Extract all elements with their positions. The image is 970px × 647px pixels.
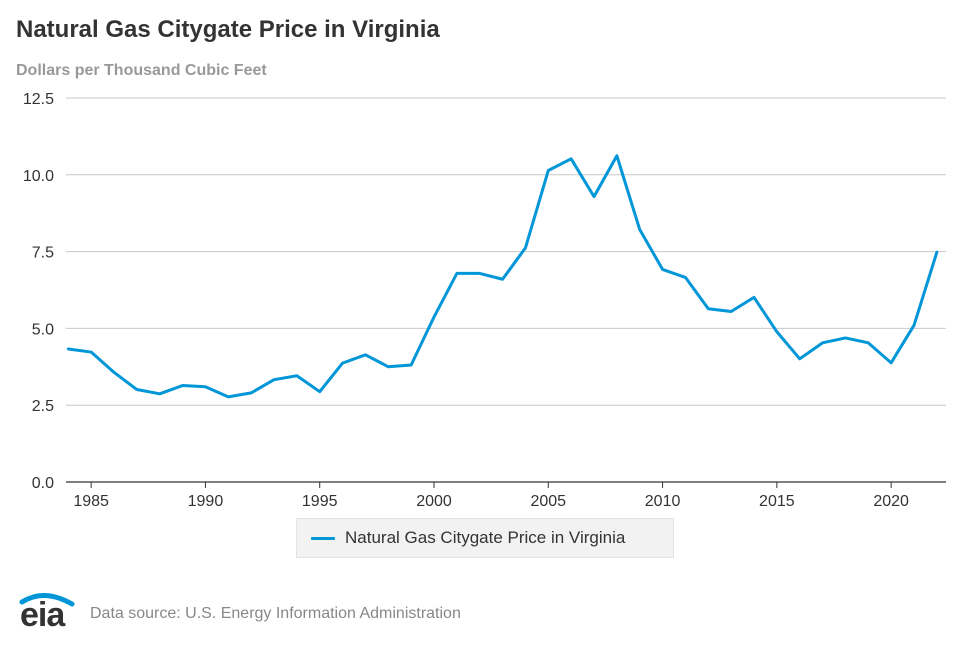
eia-logo: eia — [18, 592, 76, 636]
x-tick-label: 1985 — [73, 493, 109, 510]
chart-subtitle: Dollars per Thousand Cubic Feet — [16, 62, 267, 79]
x-tick-label: 1995 — [302, 493, 338, 510]
footer: eia Data source: U.S. Energy Information… — [18, 592, 461, 636]
x-tick-label: 1990 — [188, 493, 224, 510]
axes: 0.0 2.5 5.0 7.5 10.0 12.5 1985 1990 1995 2000 2005… — [23, 91, 946, 510]
y-tick-label: 5.0 — [32, 321, 54, 338]
x-tick-label: 2005 — [530, 493, 566, 510]
legend: Natural Gas Citygate Price in Virginia — [296, 518, 674, 558]
series-layer — [66, 154, 939, 399]
x-tick-label: 2010 — [645, 493, 681, 510]
y-tick-label: 10.0 — [23, 168, 54, 185]
x-tick-label: 2020 — [873, 493, 909, 510]
y-tick-label: 7.5 — [32, 245, 54, 262]
data-source: Data source: U.S. Energy Information Adm… — [90, 605, 461, 622]
legend-label: Natural Gas Citygate Price in Virginia — [345, 528, 626, 547]
chart-title: Natural Gas Citygate Price in Virginia — [16, 16, 440, 43]
y-tick-label: 12.5 — [23, 91, 54, 108]
eia-logo-text: eia — [20, 596, 65, 634]
y-tick-label: 2.5 — [32, 398, 54, 415]
eia-logo-arc-icon — [19, 593, 75, 607]
x-tick-label: 2000 — [416, 493, 452, 510]
x-tick-label: 2015 — [759, 493, 795, 510]
legend-swatch — [311, 536, 335, 540]
grid-lines — [66, 97, 946, 406]
y-tick-label: 0.0 — [32, 475, 54, 492]
series-line — [66, 154, 939, 399]
